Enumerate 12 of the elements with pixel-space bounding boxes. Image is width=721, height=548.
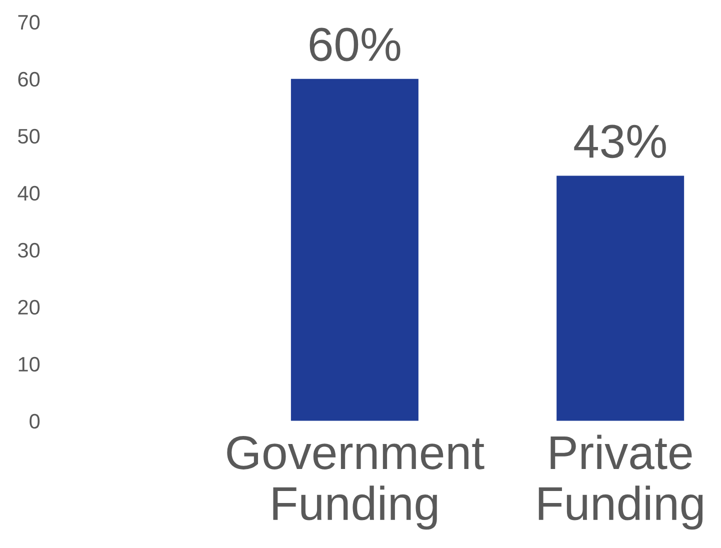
y-tick-label: 70 <box>18 14 40 30</box>
y-tick-label: 30 <box>18 242 40 258</box>
y-tick-label: 60 <box>18 72 40 87</box>
data-label: 43% <box>574 124 666 158</box>
y-tick-label: 0 <box>30 414 40 429</box>
y-tick-label: 50 <box>18 128 40 144</box>
data-label: 60% <box>310 28 400 62</box>
x-tick-label: Private Funding <box>538 434 703 530</box>
y-tick-label: 20 <box>18 300 40 315</box>
x-tick-label: Government Funding <box>227 436 484 530</box>
y-tick-label: 10 <box>18 356 40 372</box>
y-tick-label: 40 <box>18 186 40 201</box>
